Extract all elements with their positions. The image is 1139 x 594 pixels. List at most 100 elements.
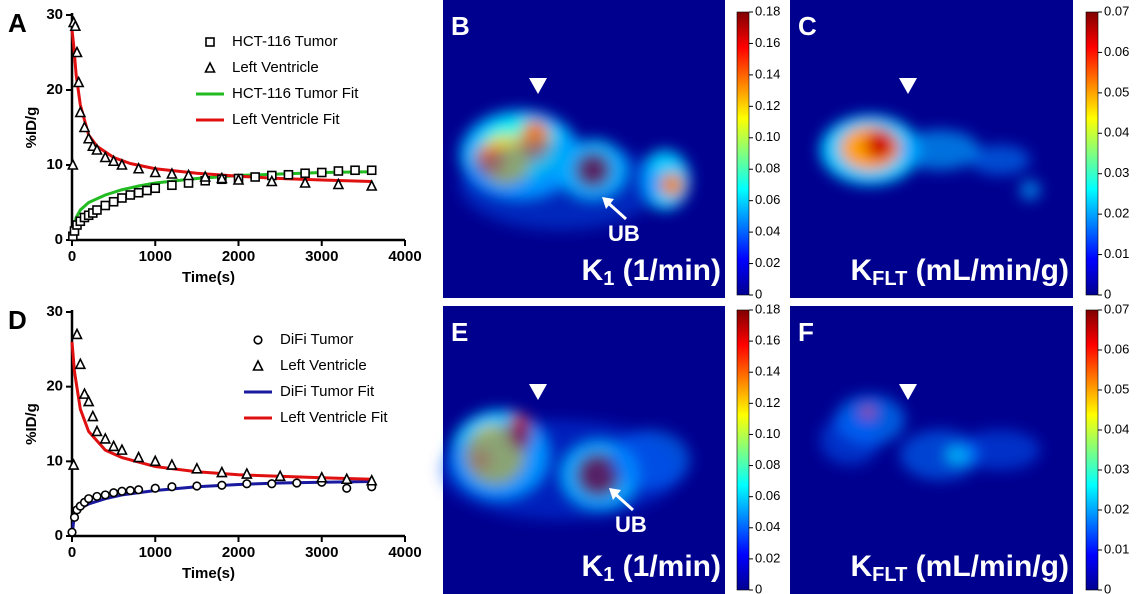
point (67, 527, 77, 537)
annotation-arrowhead (602, 197, 614, 209)
y-tick-label: 0 (55, 231, 63, 248)
point (182, 168, 195, 181)
colorbar-tick-label: 0.06 (755, 192, 780, 207)
point (107, 439, 120, 452)
colorbar-tick-label: 0.08 (755, 161, 780, 176)
point (149, 165, 162, 178)
point (250, 172, 260, 182)
title-rest: (1/min) (614, 550, 721, 583)
title-sub: FLT (872, 564, 907, 586)
colorbar-tick-label: 0 (755, 286, 762, 301)
point (82, 394, 95, 407)
point (100, 200, 111, 211)
colorbar-tick-label: 0.02 (755, 255, 780, 270)
point (125, 485, 135, 496)
point (315, 470, 328, 483)
point (134, 485, 144, 495)
y-axis-label: %ID/g (23, 107, 40, 149)
point (71, 45, 83, 58)
point (316, 167, 327, 178)
colorbar (736, 11, 750, 296)
colorbar-tick-label: 0.12 (755, 395, 780, 410)
colorbar-tick-label: 0.14 (755, 364, 780, 379)
colorbar-tick-label: 0.06 (1104, 44, 1129, 59)
arrowhead (529, 384, 547, 400)
colorbar-tick-label: 0.10 (755, 426, 780, 441)
point (84, 494, 94, 504)
point (216, 465, 228, 478)
point (332, 177, 345, 190)
x-tick-label: 1000 (139, 248, 172, 265)
y-tick-label: 20 (46, 378, 63, 395)
annotation: UB (615, 512, 647, 537)
title-rest: (1/min) (614, 254, 721, 287)
point (299, 176, 311, 188)
annotation-arrowhead (609, 488, 621, 500)
panel-label: D (8, 305, 27, 335)
colorbar-tick-label: 0.04 (755, 224, 780, 239)
colorbar-tick-label: 0.08 (755, 457, 780, 472)
colorbar-tick-label: 0.04 (755, 519, 780, 534)
legend-label: Left Ventricle Fit (280, 409, 388, 426)
point (342, 483, 352, 493)
panel-label: F (798, 317, 814, 347)
point (199, 170, 211, 182)
colorbar-tick-label: 0 (1104, 581, 1111, 594)
x-tick-label: 0 (68, 544, 76, 561)
image-panel: C KFLT (mL/min/g) 0 0.01 0.02 0.03 0.04 0.05 0.0… (790, 0, 1129, 301)
legend-label: DiFi Tumor (280, 331, 353, 348)
colorbar-tick-label: 0.06 (755, 488, 780, 503)
point (132, 450, 145, 463)
legend-marker (205, 37, 215, 47)
y-axis-label: %ID/g (23, 403, 40, 445)
x-tick-label: 2000 (222, 248, 255, 265)
point (274, 469, 286, 482)
point (283, 169, 294, 180)
legend-label: DiFi Tumor Fit (280, 383, 375, 400)
colorbar-tick-label: 0.03 (1104, 165, 1129, 180)
legend-marker (204, 61, 216, 73)
heat-blobs (440, 410, 690, 520)
point (340, 472, 353, 485)
legend-label: HCT-116 Tumor (232, 33, 338, 50)
y-tick-label: 30 (46, 303, 63, 320)
image-panel: B K1 (1/min) UB 0 0.02 0.04 0.06 0.08 0.10 0.12 0.… (443, 0, 780, 301)
map-title: KFLT (mL/min/g) (851, 550, 1070, 586)
colorbar-tick-label: 0.18 (755, 3, 780, 18)
point (216, 171, 228, 184)
title-sub: 1 (603, 564, 614, 586)
point (99, 150, 112, 163)
colorbar-tick-label: 0.07 (1104, 301, 1129, 316)
point (150, 483, 160, 493)
x-axis-label: Time(s) (182, 565, 235, 582)
point (92, 491, 102, 502)
point (117, 193, 127, 203)
x-tick-label: 2000 (222, 544, 255, 561)
title-main: K (582, 550, 604, 583)
point (67, 458, 80, 470)
point (192, 481, 202, 491)
x-tick-label: 4000 (388, 544, 421, 561)
colorbar-tick-label: 0.12 (755, 98, 780, 113)
point (132, 161, 145, 174)
legend-marker (252, 359, 264, 371)
image-panel: E K1 (1/min) UB 0 0.02 0.04 0.06 0.08 0.10 0.12 0.… (440, 301, 780, 594)
panel-label: E (451, 317, 468, 347)
colorbar-tick-label: 0.04 (1104, 125, 1129, 140)
title-rest: (mL/min/g) (907, 550, 1069, 583)
point (78, 387, 91, 399)
map-title: KFLT (mL/min/g) (851, 254, 1070, 290)
point (365, 179, 378, 191)
heat-blobs (820, 395, 1040, 480)
point (292, 478, 302, 488)
point (117, 486, 127, 496)
x-tick-label: 0 (68, 248, 76, 265)
fit-line (70, 341, 372, 481)
colorbar-tick-label: 0.01 (1104, 246, 1129, 261)
x-tick-label: 1000 (139, 544, 172, 561)
y-tick-label: 10 (46, 452, 63, 469)
point (91, 143, 103, 155)
fit-line (70, 170, 372, 241)
point (99, 432, 112, 444)
